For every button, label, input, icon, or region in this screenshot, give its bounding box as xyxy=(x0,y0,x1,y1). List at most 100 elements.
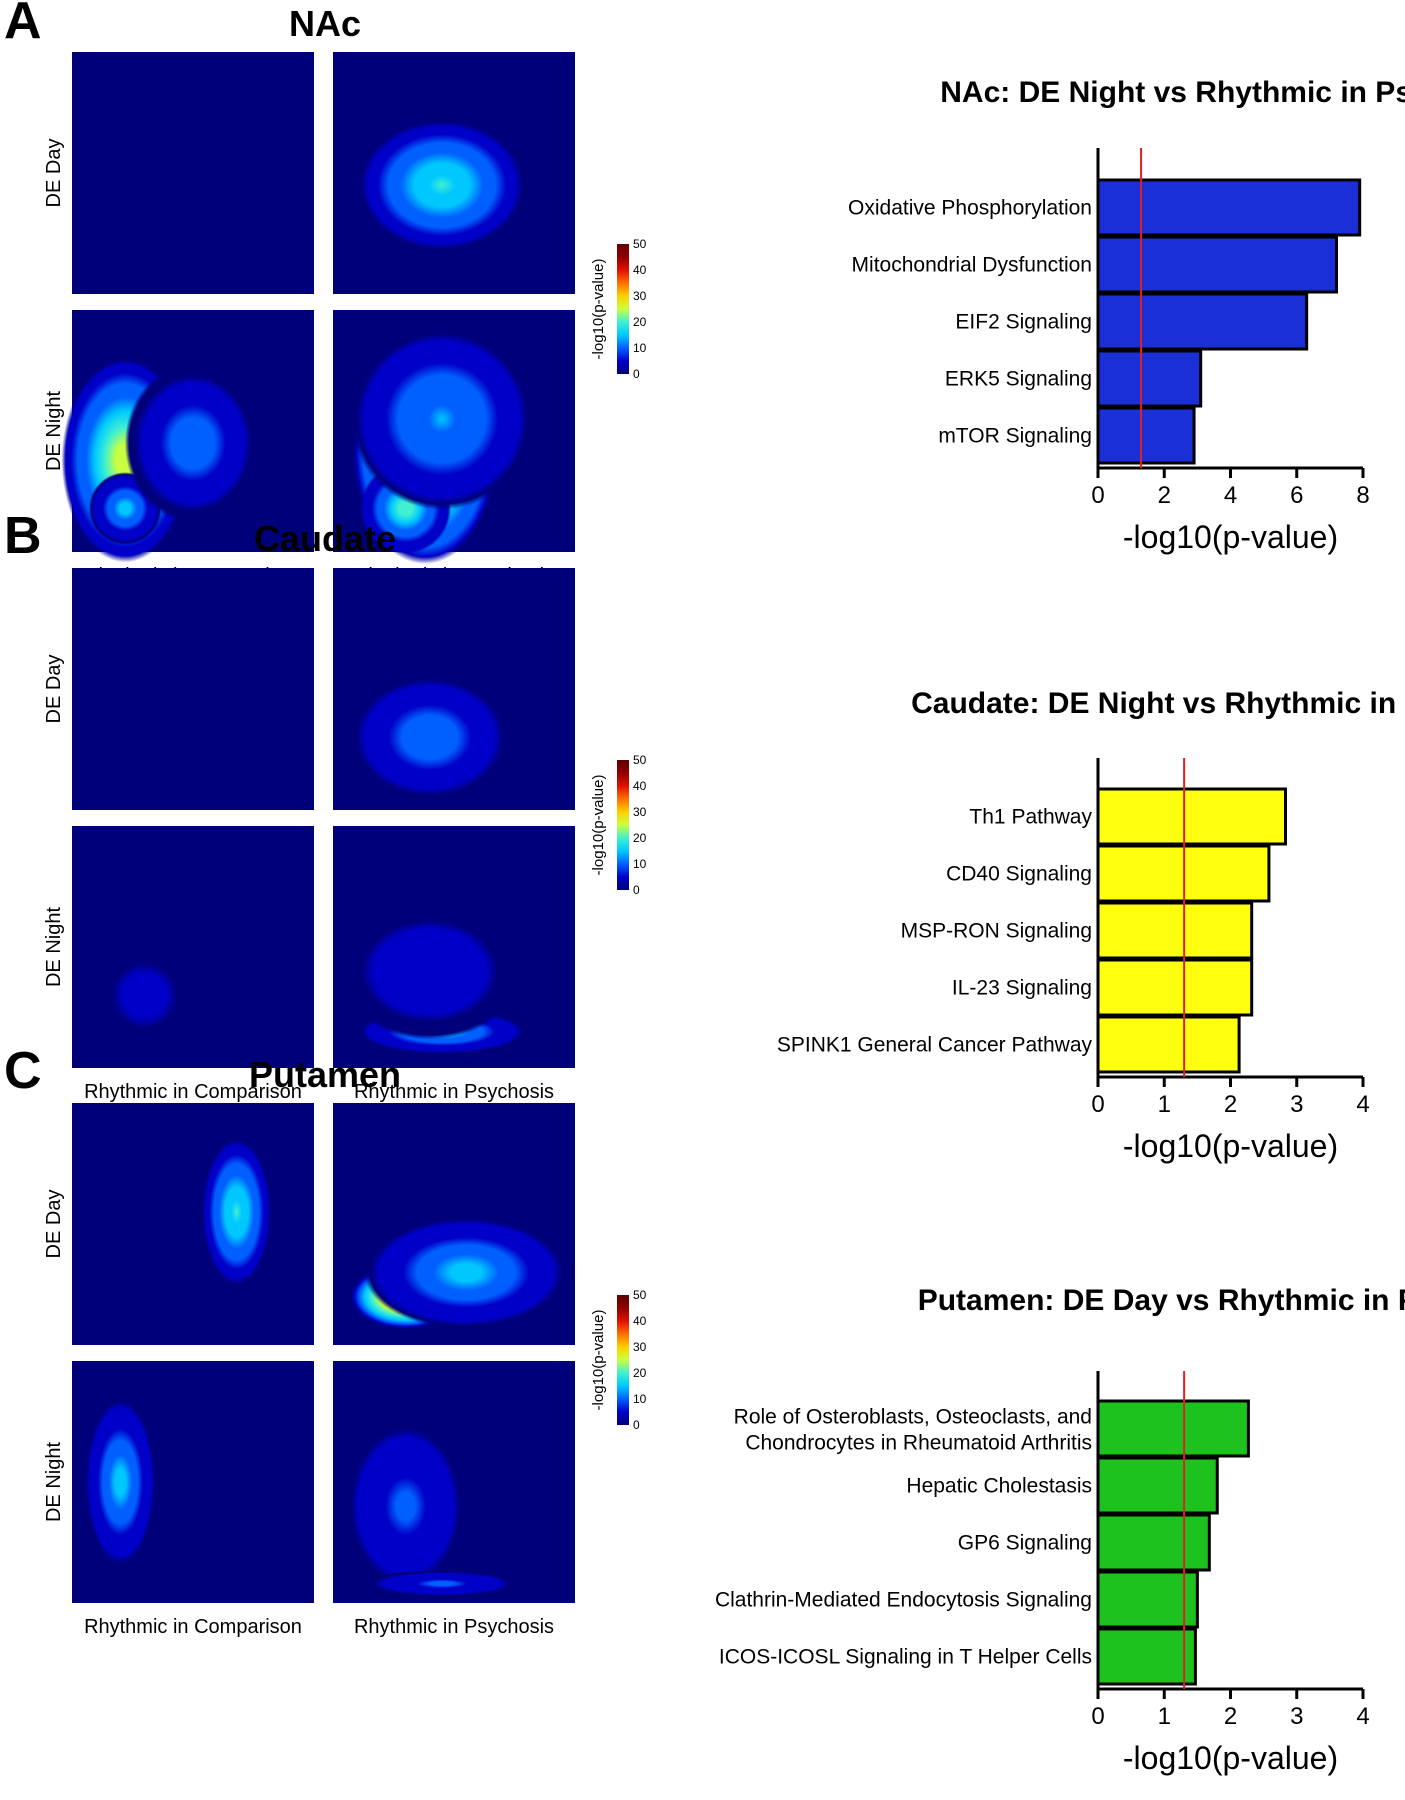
colorbar-label: -log10(p-value) xyxy=(590,1310,607,1411)
heatmap-row-label: DE Day xyxy=(43,1190,65,1259)
panel-title: Putamen xyxy=(249,1054,401,1095)
panel-title: Caudate xyxy=(254,518,396,559)
bar-category-label: ERK5 Signaling xyxy=(945,368,1092,391)
x-tick-label: 4 xyxy=(1356,1703,1369,1730)
heatmap-blob xyxy=(345,322,539,516)
x-tick-label: 0 xyxy=(1091,482,1104,509)
bar-category-label: Th1 Pathway xyxy=(969,806,1092,829)
bar xyxy=(1096,1627,1197,1686)
panel-letter-A: A xyxy=(4,0,42,50)
colorbar-tick-label: 40 xyxy=(633,779,647,793)
bar-category-label: GP6 Signaling xyxy=(958,1532,1092,1555)
bar xyxy=(1096,1015,1241,1074)
bar-category-label: ICOS-ICOSL Signaling in T Helper Cells xyxy=(719,1646,1092,1669)
x-tick-label: 1 xyxy=(1158,1703,1171,1730)
x-axis-title: -log10(p-value) xyxy=(1123,519,1338,555)
colorbar-tick-label: 50 xyxy=(633,1288,647,1302)
colorbar xyxy=(617,1295,629,1425)
heatmap-cell xyxy=(72,52,314,294)
x-tick-label: 2 xyxy=(1224,1703,1237,1730)
bar-category-line: Chondrocytes in Rheumatoid Arthritis xyxy=(745,1432,1092,1455)
chart-root: A NAc DE Day DE Night Rhythmic in Comparison… xyxy=(4,0,1405,1776)
heatmap-blob xyxy=(357,1211,575,1333)
heatmap-col-label: Rhythmic in Psychosis xyxy=(354,1616,554,1638)
bar-chart-title: Putamen: DE Day vs Rhythmic in Psychosis xyxy=(918,1284,1405,1317)
bar xyxy=(1096,901,1254,960)
heatmap-cell xyxy=(72,1103,314,1345)
colorbar-tick-label: 40 xyxy=(633,263,647,277)
heatmap-col-label: Rhythmic in Comparison xyxy=(84,1616,302,1638)
bar xyxy=(1096,349,1203,408)
bar xyxy=(1096,1399,1250,1458)
bar-category-label: Clathrin-Mediated Endocytosis Signaling xyxy=(715,1589,1092,1612)
bar-category-label: Oxidative Phosphorylation xyxy=(848,197,1092,220)
heatmap-row-label: DE Night xyxy=(43,1442,65,1522)
x-tick-label: 4 xyxy=(1356,1091,1369,1118)
colorbar-tick-label: 30 xyxy=(633,805,647,819)
bar xyxy=(1096,292,1309,351)
x-tick-label: 3 xyxy=(1290,1703,1303,1730)
bar xyxy=(1096,406,1196,465)
bar xyxy=(1096,178,1362,237)
heatmap-blob xyxy=(72,922,218,1068)
colorbar-tick-label: 40 xyxy=(633,1314,647,1328)
x-tick-label: 1 xyxy=(1158,1091,1171,1118)
colorbar-tick-label: 20 xyxy=(633,831,647,845)
heatmap-blob xyxy=(197,1129,276,1295)
bar xyxy=(1096,1456,1219,1515)
heatmap-blob xyxy=(81,1390,160,1574)
bar-category-label: CD40 Signaling xyxy=(946,863,1092,886)
heatmap-col-label: Rhythmic in Psychosis xyxy=(354,1081,554,1103)
bar-category-label: EIF2 Signaling xyxy=(955,311,1092,334)
colorbar-tick-label: 20 xyxy=(633,315,647,329)
bar-category-label: MSP-RON Signaling xyxy=(901,920,1092,943)
colorbar-tick-label: 20 xyxy=(633,1366,647,1380)
heatmap-cell xyxy=(72,568,314,810)
colorbar-tick-label: 10 xyxy=(633,857,647,871)
x-tick-label: 0 xyxy=(1091,1703,1104,1730)
bar-category-label: mTOR Signaling xyxy=(938,425,1092,448)
heatmap-blob xyxy=(333,898,527,1044)
x-tick-label: 6 xyxy=(1290,482,1303,509)
bar xyxy=(1096,1513,1211,1572)
colorbar-label: -log10(p-value) xyxy=(590,775,607,876)
colorbar-tick-label: 0 xyxy=(633,1418,640,1432)
bar-category-label: Role of Osteroblasts, Osteoclasts, and Ch… xyxy=(734,1406,1092,1455)
bar xyxy=(1096,235,1338,294)
heatmap-blob xyxy=(349,112,534,258)
bar-category-label: Mitochondrial Dysfunction xyxy=(852,254,1092,277)
x-axis-title: -log10(p-value) xyxy=(1123,1740,1338,1776)
colorbar-tick-label: 50 xyxy=(633,753,647,767)
bar-category-label: SPINK1 General Cancer Pathway xyxy=(777,1034,1093,1057)
bar-chart-title: NAc: DE Night vs Rhythmic in Psychosis xyxy=(940,76,1405,109)
x-tick-label: 3 xyxy=(1290,1091,1303,1118)
bar-chart-title: Caudate: DE Night vs Rhythmic in Psychos… xyxy=(911,687,1405,720)
bar xyxy=(1096,787,1287,846)
heatmap-blob xyxy=(120,358,266,528)
colorbar-tick-label: 0 xyxy=(633,367,640,381)
bar-category-label: Hepatic Cholestasis xyxy=(906,1475,1092,1498)
colorbar-tick-label: 0 xyxy=(633,883,640,897)
heatmap-blob xyxy=(357,1569,527,1599)
colorbar xyxy=(617,760,629,890)
colorbar-label: -log10(p-value) xyxy=(590,259,607,360)
colorbar xyxy=(617,244,629,374)
panel-title: NAc xyxy=(289,3,361,44)
colorbar-tick-label: 10 xyxy=(633,1392,647,1406)
heatmap-blob xyxy=(337,664,522,811)
x-tick-label: 4 xyxy=(1224,482,1237,509)
heatmap-row-label: DE Night xyxy=(43,907,65,987)
colorbar-tick-label: 50 xyxy=(633,237,647,251)
x-tick-label: 8 xyxy=(1356,482,1369,509)
heatmap-row-label: DE Day xyxy=(43,655,65,724)
bar-category-line: Role of Osteroblasts, Osteoclasts, and xyxy=(734,1406,1092,1429)
panel-letter-B: B xyxy=(4,507,42,565)
heatmap-row-label: DE Day xyxy=(43,139,65,208)
bar xyxy=(1096,1570,1199,1629)
x-tick-label: 0 xyxy=(1091,1091,1104,1118)
colorbar-tick-label: 30 xyxy=(633,289,647,303)
heatmap-blob xyxy=(337,1409,474,1603)
heatmap-col-label: Rhythmic in Comparison xyxy=(84,1081,302,1103)
x-tick-label: 2 xyxy=(1158,482,1171,509)
